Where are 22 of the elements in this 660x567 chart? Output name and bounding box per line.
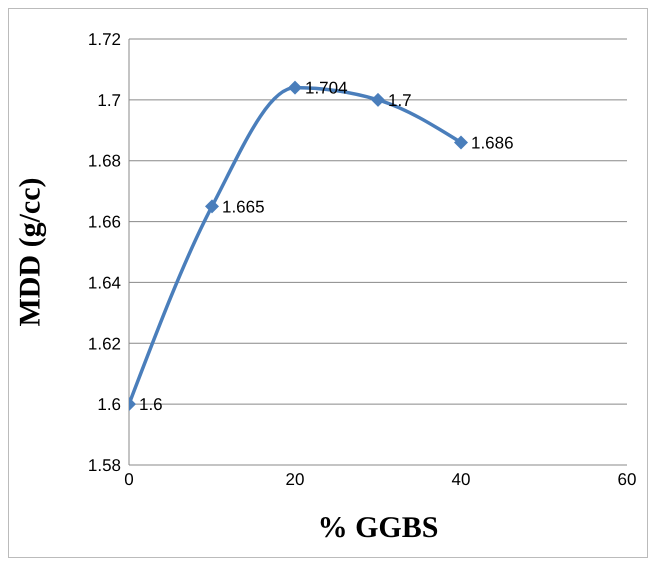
y-axis-title: MDD (g/cc) <box>14 177 47 327</box>
x-tick-label: 40 <box>452 470 470 490</box>
y-tick-label: 1.7 <box>97 90 121 110</box>
y-tick-label: 1.66 <box>88 212 121 232</box>
data-label: 1.686 <box>471 133 514 152</box>
data-label: 1.665 <box>222 197 265 216</box>
y-tick-label: 1.62 <box>88 334 121 354</box>
y-tick-label: 1.58 <box>88 456 121 476</box>
point <box>454 135 468 150</box>
y-tick-label: 1.64 <box>88 273 121 292</box>
y-tick-label: 1.6 <box>97 395 121 414</box>
point <box>371 92 385 107</box>
x-tick-label: 20 <box>286 470 304 490</box>
point <box>288 80 302 95</box>
x-axis-title: % GGBS <box>318 511 438 544</box>
y-tick-label: 1.72 <box>88 30 121 50</box>
x-tick-label: 0 <box>124 470 134 490</box>
data-label: 1.7 <box>388 90 412 110</box>
point <box>205 199 219 214</box>
y-tick-label: 1.68 <box>88 152 121 171</box>
data-label: 1.6 <box>139 395 163 414</box>
x-tick-label: 60 <box>618 470 636 490</box>
